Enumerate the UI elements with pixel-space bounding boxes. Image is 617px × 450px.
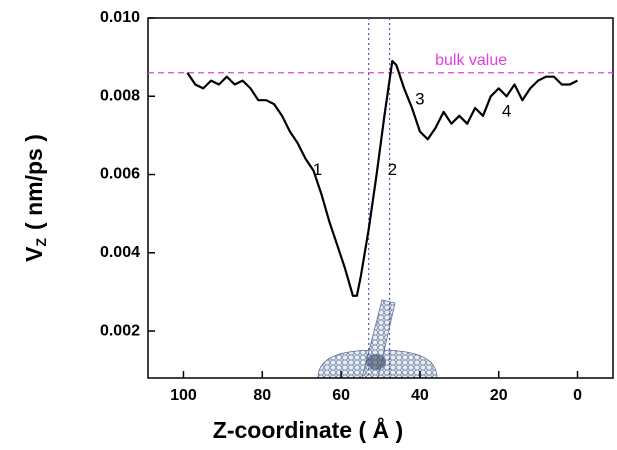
y-tick-label: 0.008 (100, 87, 140, 104)
x-tick-label: 80 (253, 387, 271, 404)
annotation: 3 (415, 90, 424, 109)
y-axis-title-main: V (21, 246, 47, 262)
y-axis-title-unit: ( nm/ps ) (21, 134, 47, 230)
x-tick-label: 100 (170, 387, 197, 404)
annotation: 1 (313, 160, 322, 179)
y-tick-label: 0.002 (100, 322, 140, 339)
annotation: 4 (502, 101, 511, 120)
y-tick-label: 0.006 (100, 166, 140, 183)
x-tick-label: 40 (411, 387, 429, 404)
y-axis-title-sub: Z (33, 238, 49, 247)
y-axis-title: VZ ( nm/ps ) (21, 134, 49, 262)
y-tick-label: 0.010 (100, 9, 140, 26)
y-tick-label: 0.004 (100, 244, 140, 261)
nanotube-illustration (317, 299, 438, 379)
annotation: 2 (388, 160, 397, 179)
plot-frame (147, 17, 614, 379)
x-axis-title: Z-coordinate ( Å ) (213, 416, 403, 443)
reference-label: bulk value (435, 52, 507, 69)
data-line (186, 59, 578, 297)
x-tick-label: 60 (332, 387, 350, 404)
x-tick-label: 0 (573, 387, 582, 404)
x-tick-label: 20 (490, 387, 508, 404)
